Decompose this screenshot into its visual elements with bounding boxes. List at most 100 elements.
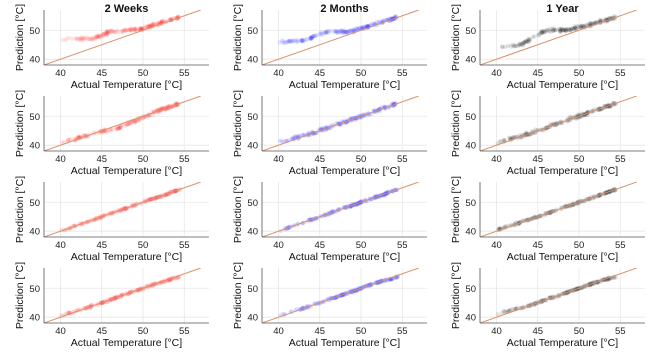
data-point [308,36,313,41]
data-point [116,29,121,34]
points-group [480,96,637,151]
y-tick-label-40: 40 [247,313,258,324]
data-point [95,33,100,38]
data-point [558,28,563,33]
data-point [115,28,120,33]
data-point [495,312,500,317]
data-point [94,34,100,39]
data-point [561,28,566,33]
x-tick-label-55: 55 [179,240,190,251]
data-point [572,26,577,31]
data-point [290,38,295,44]
data-point [499,310,505,316]
data-point [509,44,514,49]
data-point [572,25,577,31]
data-point [118,124,124,129]
data-point [349,28,354,34]
data-point [344,30,349,35]
identity-line [262,10,419,65]
data-point [346,30,351,35]
data-point [592,20,597,25]
data-point [324,30,329,36]
x-tick-label-45: 45 [532,154,543,165]
data-point [335,29,340,35]
data-point [127,121,133,126]
data-point [354,26,359,31]
data-point [99,33,105,38]
data-point [544,28,549,33]
data-point [115,126,121,131]
points-group [480,268,637,323]
data-point [296,38,301,43]
data-point [564,26,569,32]
data-point [563,28,569,33]
data-point [563,28,569,33]
data-point [343,29,348,34]
data-point [523,39,529,44]
data-point [301,38,307,43]
data-point [63,37,69,42]
data-point [77,36,82,42]
data-point [346,29,351,34]
data-point [123,28,128,33]
x-axis-label: Actual Temperature [°C] [71,251,182,263]
data-point [159,18,165,24]
x-tick-label-50: 50 [356,68,367,79]
data-point [295,133,300,138]
data-point [66,310,71,315]
x-tick-label-55: 55 [397,154,408,165]
data-point [107,28,113,34]
data-point [129,27,134,33]
data-point [324,29,329,35]
x-tick-label-50: 50 [356,240,367,251]
y-axis-label: Prediction [°C] [14,90,26,157]
data-point [132,120,137,126]
data-point [90,35,95,41]
data-point [576,24,581,29]
data-point [310,34,315,39]
y-tick-label-40: 40 [247,55,258,66]
points-group [44,182,201,237]
data-point [323,30,328,35]
y-tick-label-40: 40 [29,55,40,66]
data-point [121,29,126,35]
data-point [151,21,156,27]
data-point [103,32,109,37]
data-point [125,122,130,127]
data-point [82,35,87,40]
data-point [578,25,584,30]
data-point [557,27,563,32]
data-point [359,25,365,30]
data-point [104,30,109,35]
x-axis-label: Actual Temperature [°C] [507,337,618,349]
data-point [88,37,93,42]
y-tick-label-50: 50 [29,198,40,209]
x-tick-label-50: 50 [574,154,585,165]
data-point [568,27,573,32]
data-point [104,29,110,34]
data-point [300,38,305,43]
data-point [347,29,353,34]
data-point [86,36,92,41]
data-point [516,43,521,48]
data-point [308,35,313,40]
data-point [339,28,345,33]
data-point [308,35,313,41]
data-point [498,139,503,144]
data-point [552,27,557,33]
x-tick-label-40: 40 [55,326,66,337]
data-point [598,18,603,23]
x-axis-label: Actual Temperature [°C] [507,165,618,177]
y-tick-label-50: 50 [465,112,476,123]
data-point [343,29,349,35]
x-axis-label: Actual Temperature [°C] [71,337,182,349]
y-tick-label-40: 40 [29,227,40,238]
data-point [154,21,159,26]
data-point [364,24,369,29]
data-point [85,35,90,40]
data-point [81,132,87,138]
data-point [138,25,144,31]
